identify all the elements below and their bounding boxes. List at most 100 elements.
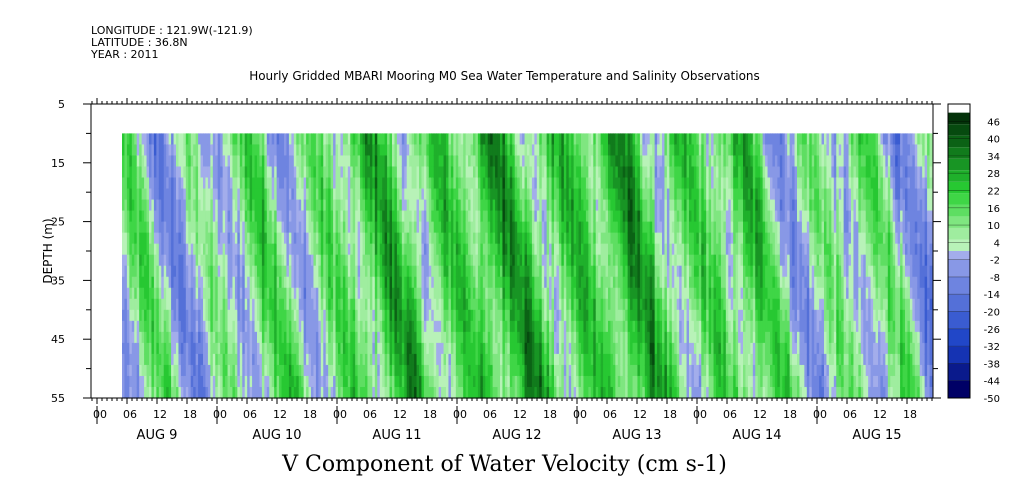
heatmap-cell bbox=[151, 144, 155, 157]
heatmap-cell bbox=[298, 133, 302, 146]
heatmap-cell bbox=[281, 166, 285, 179]
heatmap-cell bbox=[220, 386, 224, 399]
heatmap-cell bbox=[426, 177, 430, 190]
heatmap-cell bbox=[301, 386, 305, 399]
heatmap-cell bbox=[237, 364, 241, 377]
heatmap-cell bbox=[382, 254, 386, 267]
heatmap-cell bbox=[355, 375, 359, 388]
heatmap-cell bbox=[423, 364, 427, 377]
heatmap-cell bbox=[212, 210, 216, 223]
heatmap-cell bbox=[441, 265, 445, 278]
heatmap-cell bbox=[617, 331, 621, 344]
heatmap-cell bbox=[382, 386, 386, 399]
heatmap-cell bbox=[504, 232, 508, 245]
heatmap-cell bbox=[492, 254, 496, 267]
heatmap-cell bbox=[603, 133, 607, 146]
heatmap-cell bbox=[254, 199, 258, 212]
heatmap-cell bbox=[615, 188, 619, 201]
heatmap-cell bbox=[178, 221, 182, 234]
heatmap-cell bbox=[556, 155, 560, 168]
heatmap-cell bbox=[426, 298, 430, 311]
heatmap-cell bbox=[428, 287, 432, 300]
heatmap-cell bbox=[306, 199, 310, 212]
heatmap-cell bbox=[406, 309, 410, 322]
heatmap-cell bbox=[279, 232, 283, 245]
heatmap-cell bbox=[507, 210, 511, 223]
heatmap-cell bbox=[404, 375, 408, 388]
heatmap-cell bbox=[333, 177, 337, 190]
heatmap-cell bbox=[593, 309, 597, 322]
heatmap-cell bbox=[610, 276, 614, 289]
heatmap-cell bbox=[399, 254, 403, 267]
heatmap-cell bbox=[153, 276, 157, 289]
heatmap-cell bbox=[608, 188, 612, 201]
heatmap-cell bbox=[512, 276, 516, 289]
heatmap-cell bbox=[163, 298, 167, 311]
heatmap-cell bbox=[563, 287, 567, 300]
heatmap-cell bbox=[450, 309, 454, 322]
heatmap-cell bbox=[163, 342, 167, 355]
heatmap-cell bbox=[585, 133, 589, 146]
heatmap-cell bbox=[441, 188, 445, 201]
heatmap-cell bbox=[475, 232, 479, 245]
heatmap-cell bbox=[207, 375, 211, 388]
heatmap-cell bbox=[188, 232, 192, 245]
heatmap-cell bbox=[168, 342, 172, 355]
heatmap-cell bbox=[244, 386, 248, 399]
heatmap-cell bbox=[512, 232, 516, 245]
heatmap-cell bbox=[558, 364, 562, 377]
heatmap-cell bbox=[190, 188, 194, 201]
heatmap-cell bbox=[340, 243, 344, 256]
heatmap-cell bbox=[360, 210, 364, 223]
heatmap-cell bbox=[446, 155, 450, 168]
heatmap-cell bbox=[568, 243, 572, 256]
heatmap-cell bbox=[576, 386, 580, 399]
heatmap-cell bbox=[249, 364, 253, 377]
heatmap-cell bbox=[443, 133, 447, 146]
heatmap-cell bbox=[470, 353, 474, 366]
heatmap-cell bbox=[338, 287, 342, 300]
heatmap-cell bbox=[554, 320, 558, 333]
heatmap-cell bbox=[293, 188, 297, 201]
heatmap-cell bbox=[438, 375, 442, 388]
heatmap-cell bbox=[389, 287, 393, 300]
heatmap-cell bbox=[230, 298, 234, 311]
heatmap-cell bbox=[136, 199, 140, 212]
heatmap-cell bbox=[205, 276, 209, 289]
heatmap-cell bbox=[465, 221, 469, 234]
heatmap-cell bbox=[438, 342, 442, 355]
heatmap-cell bbox=[411, 144, 415, 157]
heatmap-cell bbox=[573, 287, 577, 300]
heatmap-cell bbox=[180, 133, 184, 146]
heatmap-cell bbox=[389, 265, 393, 278]
heatmap-cell bbox=[217, 320, 221, 333]
heatmap-cell bbox=[539, 133, 543, 146]
heatmap-cell bbox=[428, 221, 432, 234]
heatmap-cell bbox=[475, 144, 479, 157]
heatmap-cell bbox=[195, 144, 199, 157]
heatmap-cell bbox=[578, 298, 582, 311]
heatmap-cell bbox=[254, 331, 258, 344]
heatmap-cell bbox=[210, 155, 214, 168]
heatmap-cell bbox=[247, 386, 251, 399]
heatmap-cell bbox=[458, 331, 462, 344]
heatmap-cell bbox=[401, 199, 405, 212]
heatmap-cell bbox=[573, 375, 577, 388]
heatmap-cell bbox=[605, 144, 609, 157]
heatmap-cell bbox=[485, 353, 489, 366]
heatmap-cell bbox=[480, 364, 484, 377]
heatmap-cell bbox=[625, 166, 629, 179]
heatmap-cell bbox=[392, 166, 396, 179]
heatmap-cell bbox=[367, 188, 371, 201]
heatmap-cell bbox=[458, 287, 462, 300]
heatmap-cell bbox=[360, 265, 364, 278]
heatmap-cell bbox=[168, 287, 172, 300]
heatmap-cell bbox=[573, 320, 577, 333]
heatmap-cell bbox=[230, 254, 234, 267]
heatmap-cell bbox=[215, 364, 219, 377]
heatmap-cell bbox=[630, 144, 634, 157]
heatmap-cell bbox=[279, 221, 283, 234]
heatmap-cell bbox=[620, 188, 624, 201]
heatmap-cell bbox=[470, 386, 474, 399]
heatmap-cell bbox=[531, 386, 535, 399]
